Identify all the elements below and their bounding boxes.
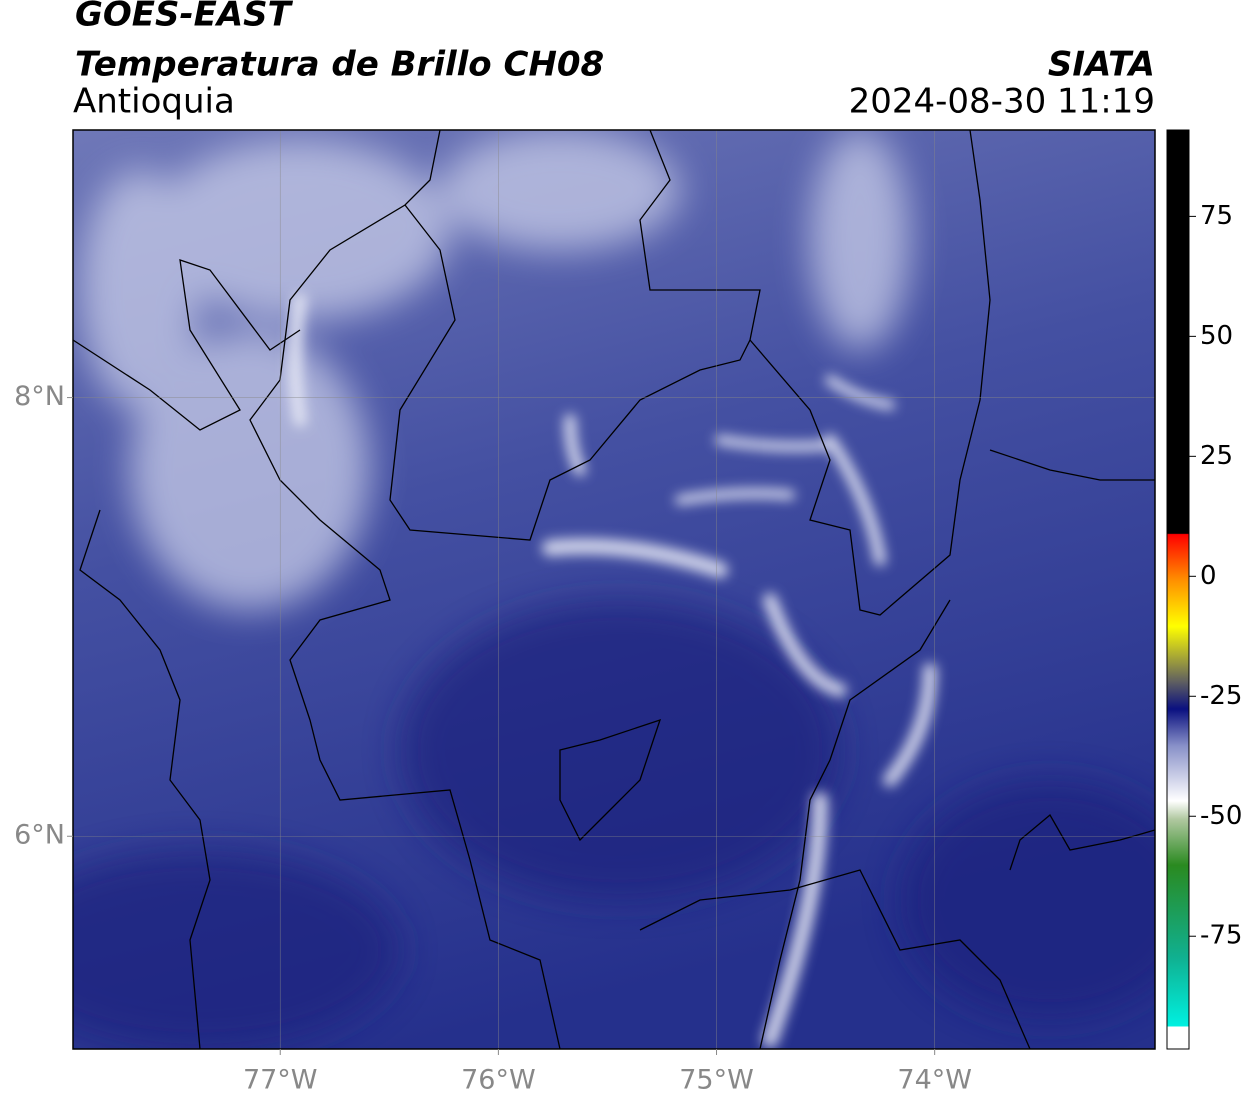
y-tick-label: 6°N (14, 820, 65, 851)
colorbar-tick-label: 25 (1200, 441, 1233, 471)
colorbar-tick-label: -75 (1200, 921, 1242, 951)
x-tick-label: 76°W (461, 1065, 536, 1096)
region: Antioquia (73, 82, 235, 122)
colorbar-tick-label: -50 (1200, 801, 1242, 831)
title: GOES-EAST (75, 0, 294, 35)
colorbar (1166, 129, 1190, 1050)
colorbar-tick-label: -25 (1200, 681, 1242, 711)
y-tick-label: 8°N (14, 381, 65, 412)
colorbar-tick-label: 50 (1200, 321, 1233, 351)
subtitle: Temperatura de Brillo CH08 (75, 45, 604, 85)
source: SIATA (1048, 45, 1155, 85)
colorbar-tick-label: 75 (1200, 201, 1233, 231)
x-tick-label: 74°W (897, 1065, 972, 1096)
map-frame (72, 129, 1156, 1050)
datetime: 2024-08-30 11:19 (849, 82, 1155, 122)
map-image (73, 130, 1155, 1049)
x-tick-label: 77°W (243, 1065, 318, 1096)
colorbar-tick-label: 0 (1200, 561, 1217, 591)
x-tick-label: 75°W (679, 1065, 754, 1096)
